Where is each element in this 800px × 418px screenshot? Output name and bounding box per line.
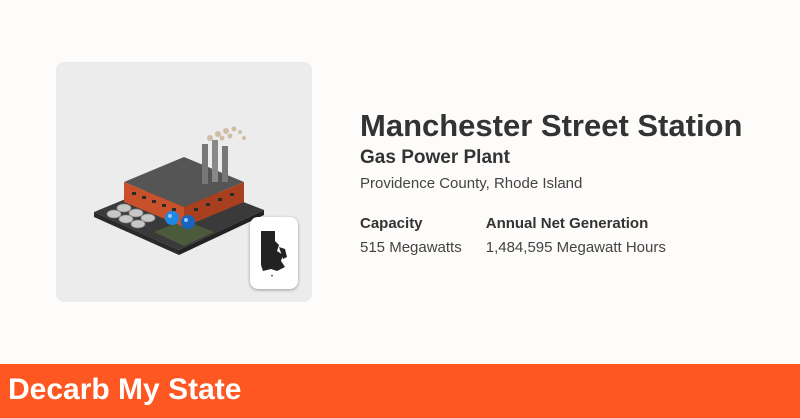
plant-location: Providence County, Rhode Island	[360, 175, 583, 192]
capacity-label: Capacity	[360, 215, 423, 232]
gas-power-plant-icon	[94, 126, 264, 255]
plant-info: Manchester Street Station Gas Power Plan…	[360, 108, 780, 258]
capacity-stat: Capacity 515 Megawatts	[360, 214, 462, 258]
plant-type: Gas Power Plant	[360, 147, 510, 168]
footer-bar: Decarb My State	[0, 364, 800, 418]
generation-label: Annual Net Generation	[485, 215, 649, 232]
rhode-island-state-icon	[261, 231, 287, 277]
plant-stats: Capacity 515 Megawatts Annual Net Genera…	[360, 214, 780, 258]
state-badge	[250, 217, 298, 289]
plant-image-card	[56, 62, 312, 302]
brand-name: Decarb My State	[8, 373, 242, 406]
generation-value: 1,484,595 Megawatt Hours	[485, 239, 666, 256]
capacity-value: 515 Megawatts	[360, 239, 462, 256]
generation-stat: Annual Net Generation 1,484,595 Megawatt…	[486, 214, 666, 258]
plant-name: Manchester Street Station	[360, 108, 743, 143]
